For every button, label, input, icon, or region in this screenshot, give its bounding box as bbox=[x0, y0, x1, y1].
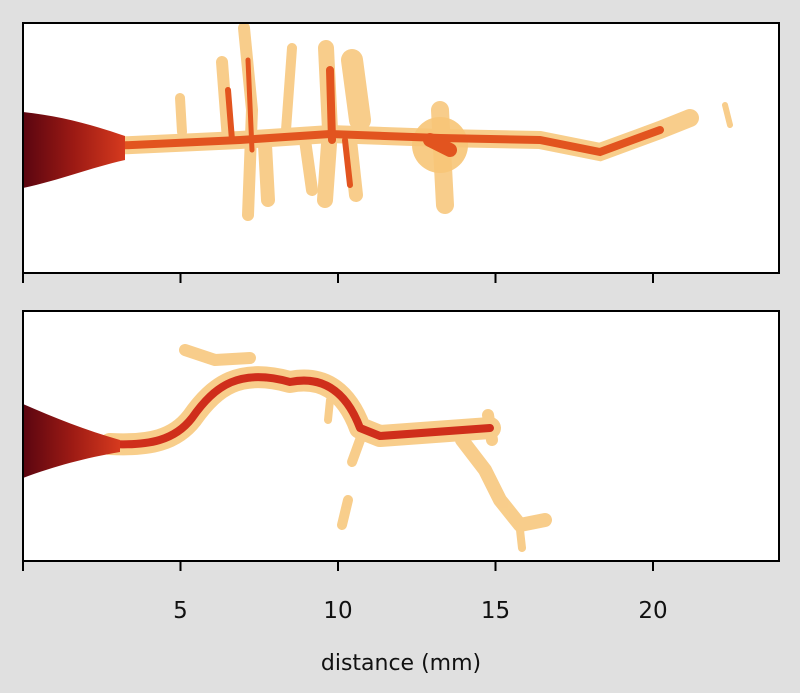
x-tick-label: 15 bbox=[481, 598, 510, 624]
panel-bottom-frame bbox=[22, 310, 780, 562]
x-axis-label: distance (mm) bbox=[321, 651, 481, 676]
image-top bbox=[23, 23, 733, 221]
panel-top-frame bbox=[22, 22, 780, 274]
x-tick-label: 5 bbox=[173, 598, 188, 624]
x-tick-label: 20 bbox=[638, 598, 667, 624]
x-tick-label: 10 bbox=[323, 598, 352, 624]
image-bottom bbox=[23, 344, 552, 552]
